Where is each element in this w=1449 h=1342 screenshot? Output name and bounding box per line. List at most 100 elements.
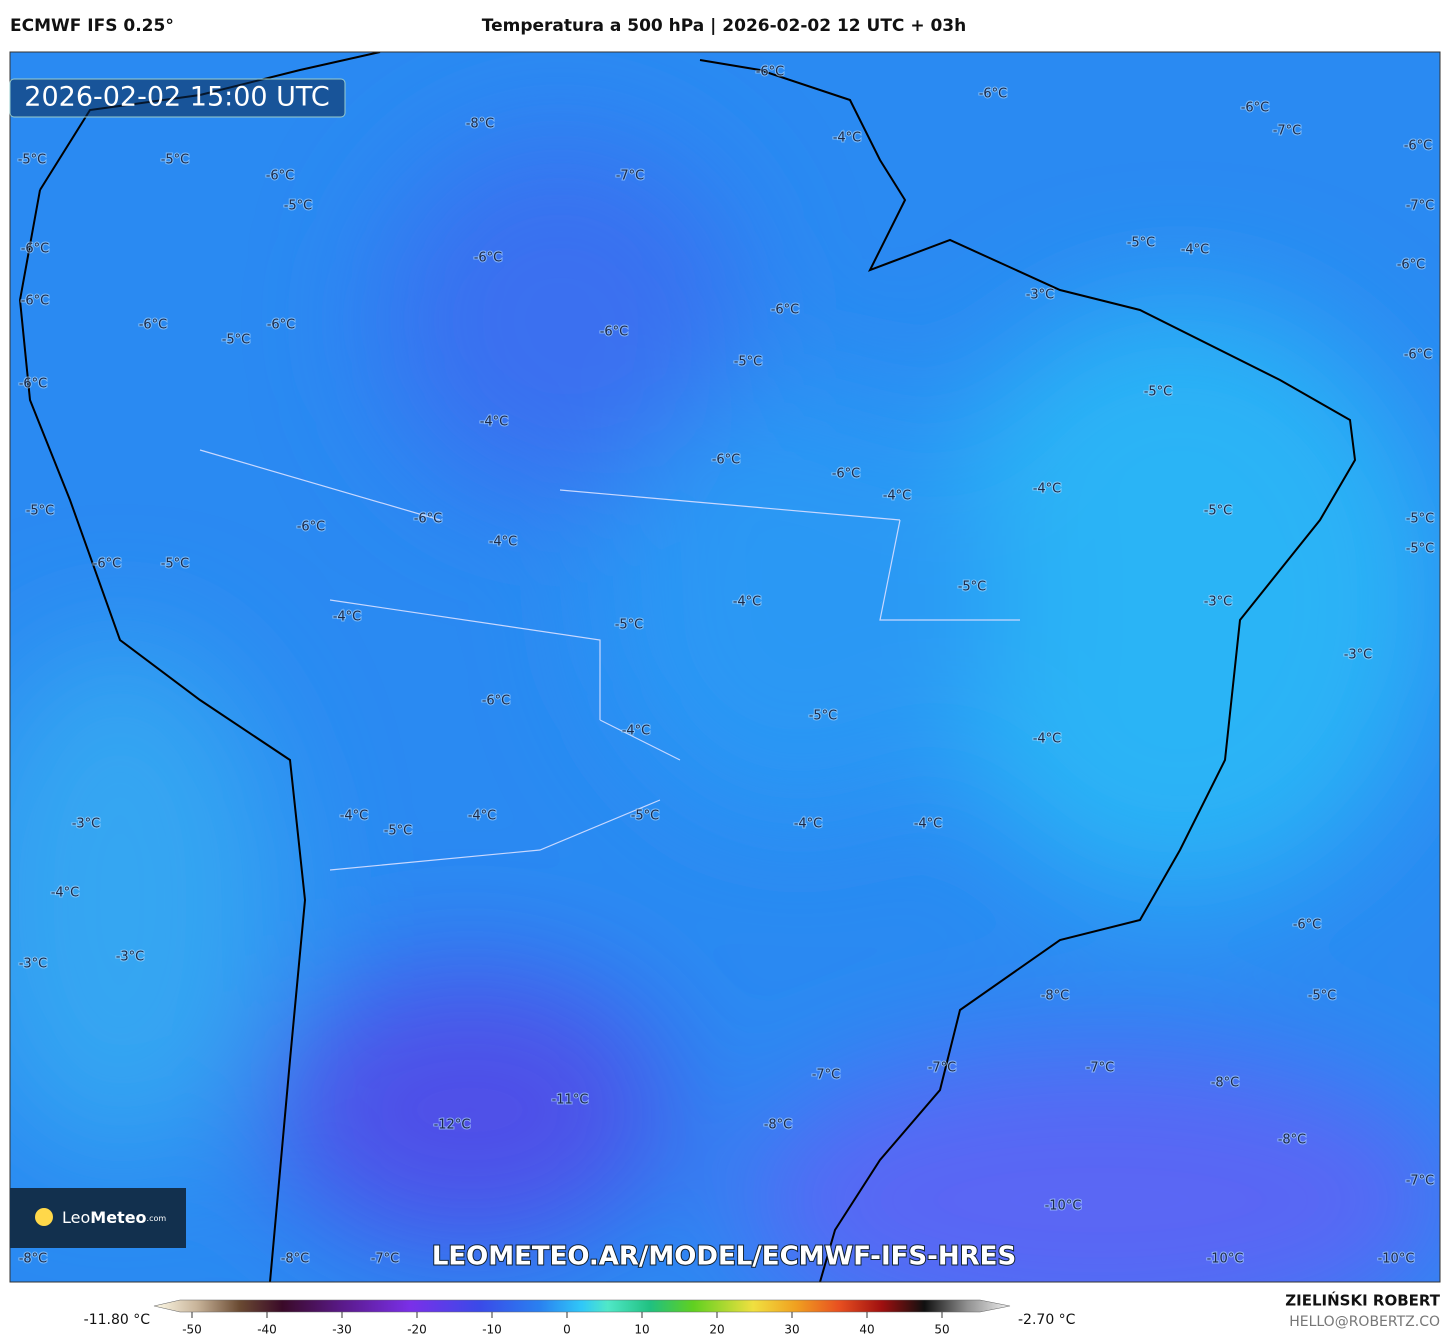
watermark: LEOMETEO.AR/MODEL/ECMWF-IFS-HRES	[432, 1242, 1016, 1272]
temp-label: -4°C	[489, 535, 518, 550]
temp-label: -10°C	[1378, 1252, 1415, 1267]
temp-label: -4°C	[51, 886, 80, 901]
temp-label: -3°C	[1026, 288, 1055, 303]
temp-label: -7°C	[1086, 1061, 1115, 1076]
model-name: ECMWF IFS 0.25°	[10, 16, 174, 36]
min-label: -11.80 °C	[84, 1312, 151, 1328]
temp-label: -4°C	[622, 724, 651, 739]
temp-label: -5°C	[26, 504, 55, 519]
tick-label: 20	[709, 1323, 724, 1337]
tick-label: 10	[634, 1323, 649, 1337]
tick-label: 30	[784, 1323, 799, 1337]
temp-label: -6°C	[771, 303, 800, 318]
temp-label: -8°C	[1278, 1133, 1307, 1148]
timestamp: 2026-02-02 15:00 UTC	[24, 82, 329, 113]
temp-label: -8°C	[281, 1252, 310, 1267]
temp-label: -6°C	[266, 169, 295, 184]
temp-label: -8°C	[764, 1118, 793, 1133]
temp-label: -11°C	[552, 1093, 589, 1108]
temp-label: -5°C	[734, 355, 763, 370]
temp-label: -7°C	[1406, 1174, 1435, 1189]
temp-label: -6°C	[979, 87, 1008, 102]
temp-label: -3°C	[19, 957, 48, 972]
temp-label: -5°C	[1144, 385, 1173, 400]
temp-label: -5°C	[18, 153, 47, 168]
temp-label: -3°C	[1344, 648, 1373, 663]
timestamp-box	[9, 78, 346, 118]
temp-label: -10°C	[1207, 1252, 1244, 1267]
temp-label: -5°C	[1406, 512, 1435, 527]
temp-label: -3°C	[1204, 595, 1233, 610]
temp-label: -6°C	[756, 65, 785, 80]
temp-label: -6°C	[297, 520, 326, 535]
temp-label: -7°C	[616, 169, 645, 184]
temp-label: -4°C	[468, 809, 497, 824]
temp-label: -6°C	[1404, 348, 1433, 363]
email: HELLO@ROBERTZ.CO	[1289, 1314, 1440, 1330]
temp-label: -7°C	[371, 1252, 400, 1267]
tick-label: -40	[257, 1323, 277, 1337]
map: -6°C-6°C-6°C-7°C-6°C-8°C-4°C-5°C -5°C-6°C…	[10, 52, 1440, 1282]
temp-label: -5°C	[615, 618, 644, 633]
temp-label: -6°C	[93, 557, 122, 572]
tick-label: 40	[859, 1323, 874, 1337]
temp-label: -10°C	[1045, 1199, 1082, 1214]
author: ZIELIŃSKI ROBERT	[1285, 1291, 1440, 1310]
temp-label: -4°C	[1033, 482, 1062, 497]
temp-label: -5°C	[161, 557, 190, 572]
temp-label: -6°C	[21, 294, 50, 309]
max-label: -2.70 °C	[1018, 1312, 1076, 1328]
temp-label: -5°C	[284, 199, 313, 214]
temp-label: -8°C	[19, 1252, 48, 1267]
temp-label: -8°C	[1041, 989, 1070, 1004]
temp-label: -5°C	[809, 709, 838, 724]
temp-label: -4°C	[480, 415, 509, 430]
temp-label: -4°C	[833, 131, 862, 146]
temp-label: -5°C	[1204, 504, 1233, 519]
temp-label: -4°C	[333, 610, 362, 625]
temp-label: -3°C	[116, 950, 145, 965]
temp-label: -4°C	[340, 809, 369, 824]
temp-label: -6°C	[1241, 101, 1270, 116]
tick-label: 50	[934, 1323, 949, 1337]
temp-label: -6°C	[1293, 918, 1322, 933]
logo-sun	[35, 1208, 53, 1226]
temp-label: -4°C	[1033, 732, 1062, 747]
temp-label: -5°C	[384, 824, 413, 839]
tick-label: 0	[563, 1323, 571, 1337]
temp-label: -8°C	[1211, 1076, 1240, 1091]
temp-label: -6°C	[414, 512, 443, 527]
tick-label: -30	[332, 1323, 352, 1337]
tick-label: -50	[182, 1323, 202, 1337]
temp-label: -4°C	[794, 817, 823, 832]
temp-label: -12°C	[434, 1118, 471, 1133]
tick-label: -10	[482, 1323, 502, 1337]
logo: LeoMeteo.com	[62, 1208, 166, 1227]
temp-label: -5°C	[1127, 236, 1156, 251]
temp-label: -6°C	[474, 251, 503, 266]
temp-label: -6°C	[1397, 258, 1426, 273]
temp-label: -5°C	[958, 580, 987, 595]
temp-label: -5°C	[631, 809, 660, 824]
temp-label: -7°C	[1273, 124, 1302, 139]
tick-label: -20	[407, 1323, 427, 1337]
temp-label: -5°C	[222, 333, 251, 348]
temp-label: -8°C	[466, 117, 495, 132]
temp-label: -5°C	[1406, 542, 1435, 557]
temp-label: -7°C	[812, 1068, 841, 1083]
temp-label: -6°C	[832, 467, 861, 482]
temp-label: -5°C	[1308, 989, 1337, 1004]
temp-label: -6°C	[21, 242, 50, 257]
temp-label: -6°C	[139, 318, 168, 333]
temp-label: -4°C	[1181, 243, 1210, 258]
temp-label: -6°C	[19, 377, 48, 392]
temp-label: -4°C	[883, 489, 912, 504]
temp-label: -7°C	[928, 1061, 957, 1076]
colorbar	[153, 1299, 1011, 1313]
temp-label: -7°C	[1406, 199, 1435, 214]
temp-label: -6°C	[600, 325, 629, 340]
temp-label: -3°C	[72, 817, 101, 832]
temp-label: -6°C	[267, 318, 296, 333]
temp-label: -4°C	[733, 595, 762, 610]
